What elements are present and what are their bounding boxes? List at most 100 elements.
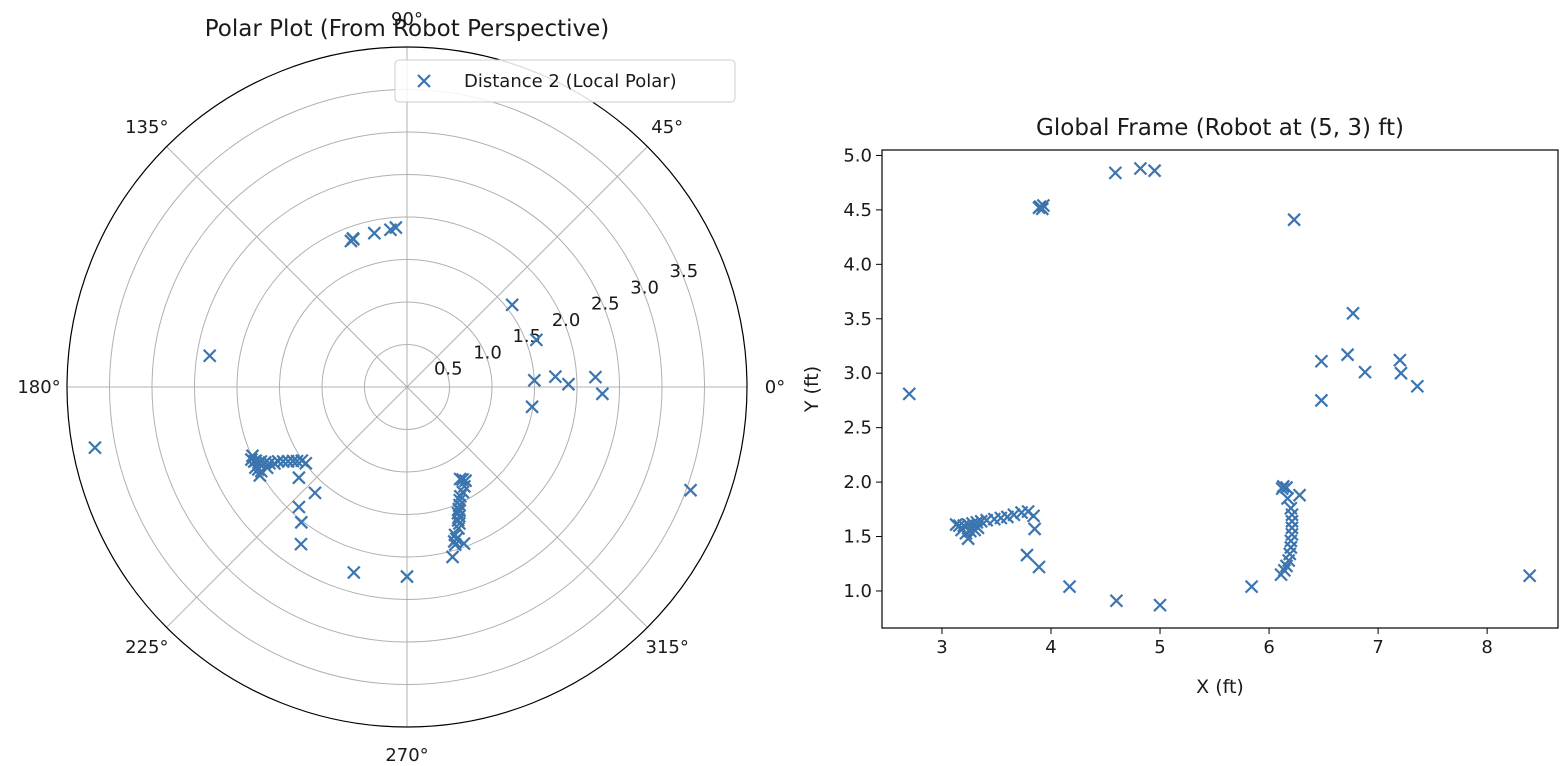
global-point [1109,594,1124,608]
global-point [1279,480,1294,495]
global-point [1133,161,1148,176]
polar-radial-tick-labels: 0.5 1.0 1.5 2.0 2.5 3.0 3.5 [434,261,698,380]
polar-point [344,234,358,248]
y-axis-ticks: 1.0 1.5 2.0 2.5 3.0 3.5 4.0 4.5 5.0 [843,145,882,602]
polar-point [294,515,309,530]
legend: Distance 2 (Local Polar) [394,59,736,103]
angular-gridline [166,386,408,628]
polar-point [253,468,267,483]
global-point [1285,521,1299,535]
y-tick-label: 3.0 [843,363,872,384]
global-point [1410,379,1425,394]
polar-point [449,532,464,546]
global-point [1346,306,1360,321]
y-tick-label: 4.5 [843,200,872,221]
global-point [1020,548,1034,562]
polar-plot-panel: 0.5 1.0 1.5 2.0 2.5 3.0 3.5 0° 45° 90° 135° 180° 22… [17,9,785,766]
x-tick-label: 4 [1045,637,1056,658]
x-tick-label: 6 [1263,637,1274,658]
angle-tick-label: 225° [125,637,168,658]
angle-tick-label: 315° [646,637,689,658]
radial-tick-label: 2.5 [591,294,620,315]
polar-point [88,440,102,455]
polar-point [505,298,519,312]
global-point [1035,202,1050,216]
polar-point [445,550,460,564]
global-point [1027,522,1042,536]
global-point [1394,366,1408,380]
polar-point [292,500,306,514]
x-tick-label: 7 [1372,637,1383,658]
polar-angle-tick-labels: 0° 45° 90° 135° 180° 225° 270° 315° [17,9,785,766]
polar-point [588,370,603,384]
global-point [1292,488,1307,502]
radial-tick-label: 3.0 [630,277,659,298]
polar-point [245,449,260,463]
legend-label: Distance 2 (Local Polar) [464,71,677,92]
radial-tick-label: 1.5 [512,326,541,347]
global-point [1108,166,1123,180]
global-point [1287,212,1301,227]
global-point [1358,365,1372,379]
angle-tick-label: 270° [385,745,428,766]
polar-point [527,373,542,388]
polar-point [451,521,466,536]
y-tick-label: 1.0 [843,581,872,602]
x-tick-label: 5 [1154,637,1165,658]
angle-tick-label: 90° [391,9,423,30]
y-tick-label: 1.5 [843,527,872,548]
polar-point [244,452,259,467]
legend-box [394,59,736,103]
polar-frame [66,46,748,728]
polar-point [452,503,467,518]
global-point [1314,354,1329,369]
legend-marker [417,74,431,88]
global-point [1275,481,1289,496]
polar-chart-title: Polar Plot (From Robot Perspective) [205,16,610,42]
polar-point [202,348,217,363]
polar-point [367,226,382,240]
polar-point [525,400,539,414]
angle-tick-label: 135° [125,117,168,138]
global-point [1036,198,1051,213]
y-tick-label: 3.5 [843,309,872,330]
polar-point [561,377,576,391]
y-tick-label: 2.0 [843,472,872,493]
global-frame-panel: 3 4 5 6 7 8 1.0 1.5 2.0 2.5 3.0 3.5 4.0 4.5 5.0 Globa… [801,115,1559,698]
y-tick-label: 5.0 [843,145,872,166]
global-point [1393,353,1407,367]
polar-point [548,369,563,384]
angular-gridline [406,146,648,388]
polar-points [88,220,698,584]
x-axis-label: X (ft) [1196,676,1244,698]
global-point [1147,163,1162,178]
global-point [1032,560,1046,574]
global-point [1014,505,1029,520]
angular-gridline [166,146,408,388]
polar-point [683,483,698,497]
y-axis-label: Y (ft) [801,366,823,413]
polar-point [595,387,610,401]
polar-point [292,470,306,485]
plot-frame [881,149,1559,629]
global-point [1280,491,1295,506]
global-point [1340,347,1355,362]
polar-point [452,516,467,531]
y-tick-label: 2.5 [843,418,872,439]
angle-tick-label: 45° [651,117,683,138]
polar-point [308,486,322,500]
global-point [1285,514,1299,529]
legend-x-icon [417,74,431,88]
global-point [1274,567,1288,582]
global-point [971,521,985,535]
radial-tick-label: 1.0 [473,342,502,363]
polar-point [389,220,403,235]
global-point [963,524,978,538]
x-tick-label: 8 [1481,637,1492,658]
polar-point [294,537,308,551]
polar-point [347,565,361,580]
polar-point [400,569,414,584]
x-axis-ticks: 3 4 5 6 7 8 [936,628,1493,658]
polar-point [529,333,544,347]
